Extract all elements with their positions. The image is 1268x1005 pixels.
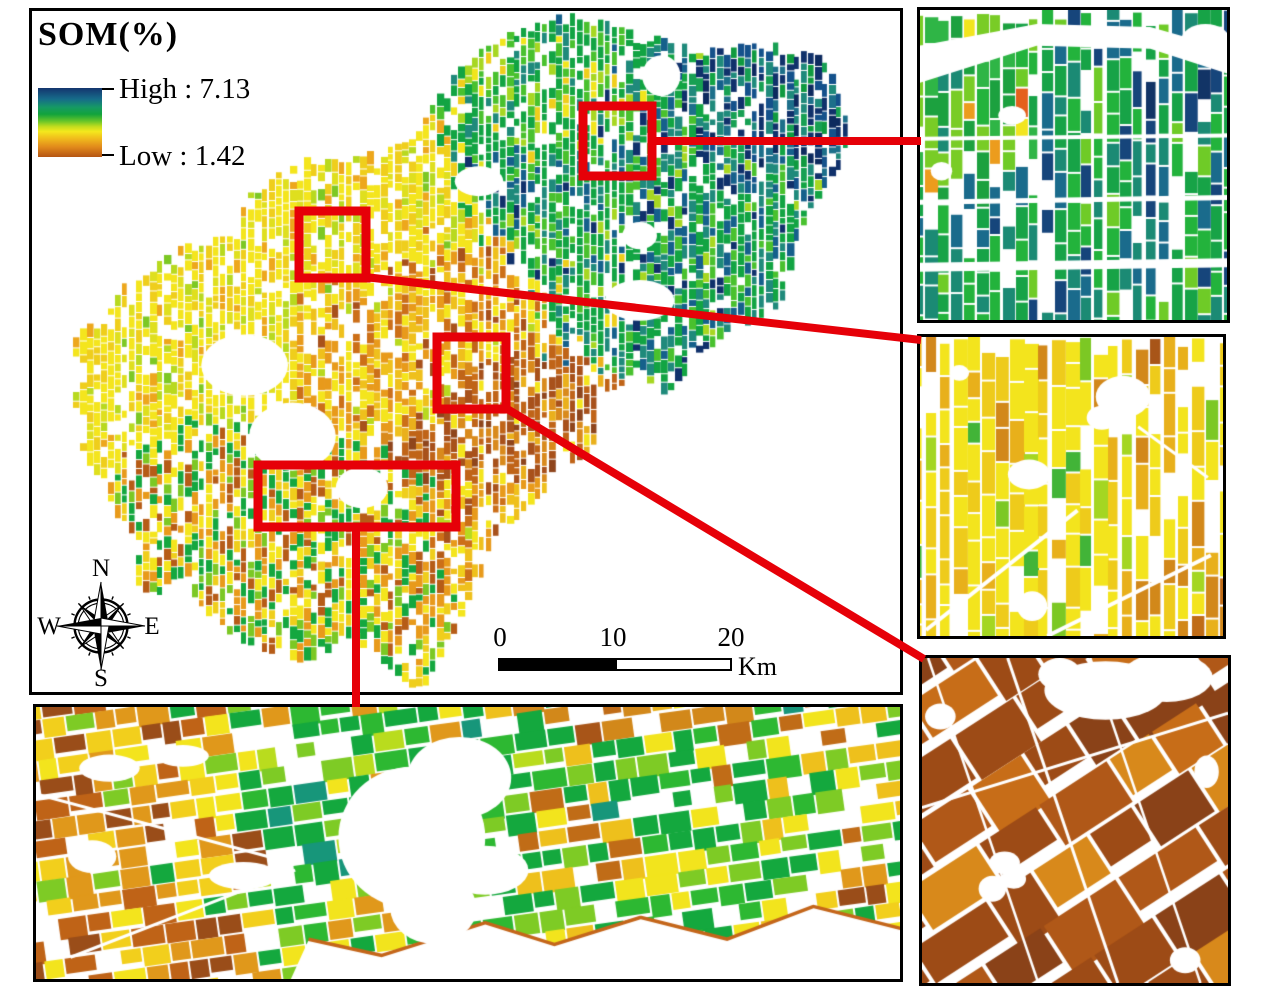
scale-tick-10: 10 [599,622,627,652]
inset-bottom-right-raster [922,658,1228,983]
inset-bottom-raster [36,707,900,979]
compass-north-label: N [92,555,110,582]
legend-color-ramp [38,88,102,157]
compass-east-label: E [144,613,159,640]
scale-bar-filled-segment [500,660,617,669]
compass-rose: N S E W [37,555,159,692]
inset-middle-right-panel [917,334,1226,639]
scale-tick-20: 20 [717,622,745,652]
compass-west-label: W [37,613,61,640]
legend-tick-low [102,154,114,156]
scale-tick-0: 0 [493,622,507,652]
main-map-panel [29,8,903,695]
inset-top-right-panel [917,7,1230,323]
inset-bottom-panel [33,704,903,982]
legend-title: SOM(%) [38,16,179,53]
inset-bottom-right-panel [919,655,1231,986]
inset-top-right-raster [920,10,1227,320]
legend-high-label: High : 7.13 [119,73,251,105]
scale-bar: 0 10 20 Km [470,614,806,681]
scale-bar-unit: Km [738,652,777,681]
scale-bar-rule [498,658,732,671]
legend-tick-high [102,88,114,90]
compass-south-label: S [94,665,108,692]
inset-middle-right-raster [920,337,1223,636]
legend-low-label: Low : 1.42 [119,140,246,172]
